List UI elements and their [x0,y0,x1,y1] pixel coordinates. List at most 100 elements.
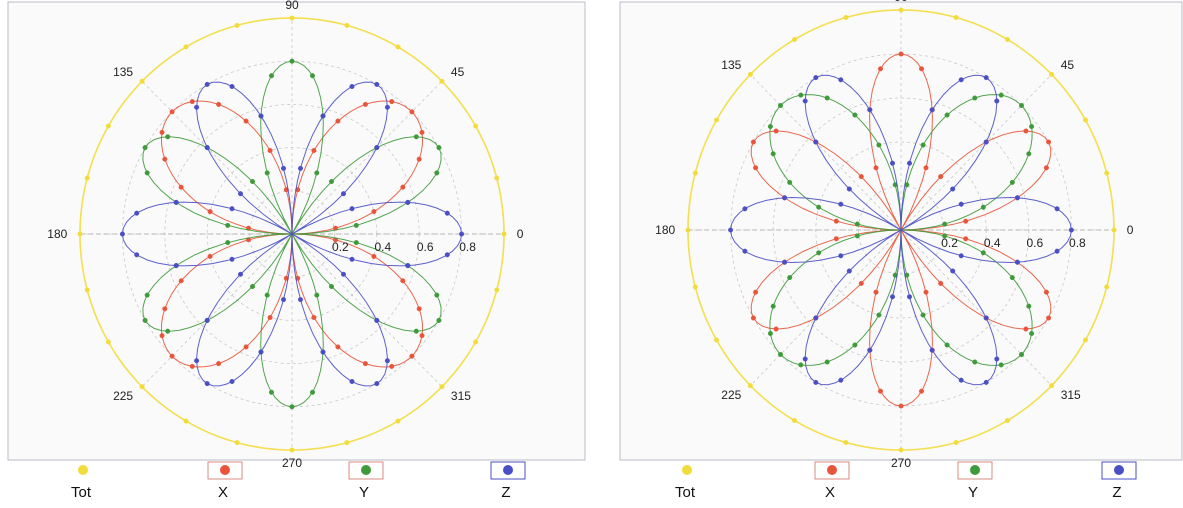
data-point-x [923,289,929,295]
data-point-z [1014,259,1020,265]
data-point-tot [1049,71,1055,77]
data-point-x [878,388,884,394]
data-point-x [362,361,368,367]
data-point-x [416,156,422,162]
data-point-x [371,253,377,259]
data-point-z [173,263,179,269]
data-point-x [753,289,759,295]
data-point-tot [791,418,797,424]
data-point-y [165,328,171,334]
data-point-y [816,204,822,210]
legend-left: Tot X Y Z [65,461,526,501]
data-point-z [134,252,140,258]
data-point-y [314,170,320,176]
angle-tick-135: 135 [113,65,133,79]
legend-label-x: X [218,484,228,501]
data-point-z [204,145,210,151]
legend-label-tot: Tot [675,484,696,501]
data-point-tot [791,37,797,43]
data-point-y [972,359,978,365]
angle-tick-225: 225 [113,389,133,403]
data-point-z [374,317,380,323]
data-point-tot [898,447,904,453]
data-point-y [353,222,359,228]
radial-ticks-right: 0.2 0.4 0.6 0.8 [941,236,1086,250]
data-point-z [444,210,450,216]
data-point-x [362,101,368,107]
data-point-x [159,333,165,339]
data-point-z [813,75,819,81]
legend-label-z: Z [501,484,510,501]
radial-tick-0_2: 0.2 [941,236,958,250]
data-point-y [777,352,783,358]
series-z-right [728,74,1074,386]
data-point-y [225,240,231,246]
data-point-y [264,170,270,176]
series-tot-left [77,15,507,453]
polar-chart-right-svg: 0 45 90 135 180 225 270 315 0.2 0.4 0.6 0.8 Tot X Y Z [619,0,1183,501]
angle-tick-315: 315 [1061,388,1081,402]
angle-tick-0: 0 [1127,223,1134,237]
data-point-x [311,315,317,321]
data-point-x [873,165,879,171]
data-point-x [750,139,756,145]
data-point-x [162,156,168,162]
data-point-y [436,145,442,151]
data-point-tot [1005,37,1011,43]
data-point-z [204,381,210,387]
data-point-z [374,81,380,87]
data-point-z [119,231,125,237]
data-point-y [1009,275,1015,281]
data-point-x [963,218,969,224]
data-point-x [419,129,425,135]
data-point-z [728,227,734,233]
data-point-z [405,263,411,269]
data-point-x [1043,289,1049,295]
data-point-tot [139,384,145,390]
data-point-y [920,142,926,148]
data-point-x [919,66,925,72]
data-point-tot [1104,170,1110,176]
legend-label-x: X [825,484,835,501]
data-point-tot [395,418,401,424]
data-point-x [216,101,222,107]
data-point-x [371,209,377,215]
data-point-y [289,404,295,410]
data-point-y [1026,303,1032,309]
data-point-x [409,353,415,359]
data-point-x [938,280,944,286]
data-point-y [920,312,926,318]
data-point-x [1046,315,1052,321]
data-point-z [204,81,210,87]
data-point-tot [747,71,753,77]
angle-ticks-right: 0 45 90 135 180 225 270 315 [655,0,1134,470]
data-point-z [384,104,390,110]
data-point-z [867,107,873,113]
data-point-y [353,240,359,246]
data-point-tot [77,231,83,237]
data-point-y [944,342,950,348]
data-point-x [389,363,395,369]
data-point-x [409,109,415,115]
data-point-tot [1049,383,1055,389]
data-point-z [838,201,844,207]
legend-marker-x [827,465,837,475]
data-point-y [165,134,171,140]
data-point-z [349,206,355,212]
data-point-y [329,284,335,290]
data-point-x [178,184,184,190]
data-point-z [983,75,989,81]
data-point-y [289,58,295,64]
data-point-x [311,147,317,153]
legend-marker-x [220,465,230,475]
data-point-z [950,268,956,274]
data-point-x [267,315,273,321]
data-point-x [216,361,222,367]
data-point-y [816,250,822,256]
data-point-z [958,77,964,83]
data-point-y [980,250,986,256]
data-point-z [173,199,179,205]
data-point-tot [439,384,445,390]
data-point-z [229,379,235,385]
data-point-z [374,145,380,151]
